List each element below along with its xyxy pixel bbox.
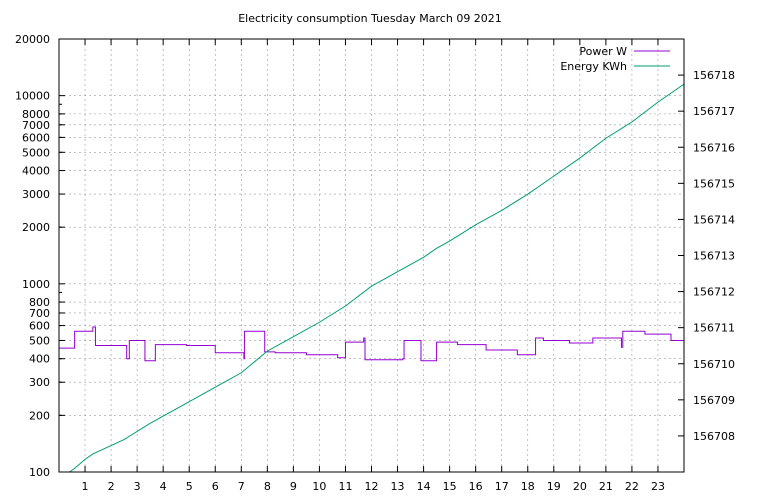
- chart-title: Electricity consumption Tuesday March 09…: [238, 12, 502, 25]
- y-left-tick-label: 4000: [22, 165, 50, 178]
- x-tick-label: 18: [521, 480, 535, 493]
- plot-area: [59, 83, 685, 473]
- x-tick-label: 1: [82, 480, 89, 493]
- y-right-tick-label: 156713: [693, 250, 735, 263]
- y-right-tick-label: 156717: [693, 105, 735, 118]
- y-right-tick-label: 156715: [693, 177, 735, 190]
- y-left-tick-label: 600: [29, 320, 50, 333]
- x-tick-label: 17: [495, 480, 509, 493]
- x-tick-label: 4: [160, 480, 167, 493]
- y-left-tick-label: 20000: [15, 33, 50, 46]
- x-tick-label: 5: [186, 480, 193, 493]
- x-tick-label: 6: [212, 480, 219, 493]
- y-left-tick-label: 2000: [22, 221, 50, 234]
- y-left-tick-label: 8000: [22, 108, 50, 121]
- axes: 1 2 3 4 5 6 7 8 9 10 11 12 13 14 15 16 17 18 19 20 21 22 23100…: [15, 33, 735, 493]
- x-tick-label: 2: [108, 480, 115, 493]
- x-tick-label: 9: [290, 480, 297, 493]
- x-tick-label: 13: [391, 480, 405, 493]
- y-left-tick-label: 6000: [22, 131, 50, 144]
- y-left-tick-label: 5000: [22, 146, 50, 159]
- x-tick-label: 11: [338, 480, 352, 493]
- y-left-tick-label: 10000: [15, 90, 50, 103]
- x-tick-label: 12: [365, 480, 379, 493]
- x-tick-label: 22: [625, 480, 639, 493]
- x-tick-label: 23: [651, 480, 665, 493]
- y-left-tick-label: 1000: [22, 278, 50, 291]
- legend-label: Power W: [579, 45, 627, 58]
- y-left-tick-label: 100: [29, 466, 50, 479]
- y-left-tick-label: 400: [29, 353, 50, 366]
- y-left-tick-label: 300: [29, 376, 50, 389]
- y-left-tick-label: 200: [29, 409, 50, 422]
- x-tick-label: 10: [312, 480, 326, 493]
- energy-series-line: [69, 83, 685, 473]
- x-tick-label: 15: [443, 480, 457, 493]
- x-tick-label: 8: [264, 480, 271, 493]
- y-right-tick-label: 156716: [693, 141, 735, 154]
- y-left-tick-label: 3000: [22, 188, 50, 201]
- y-right-tick-label: 156714: [693, 213, 735, 226]
- y-right-tick-label: 156710: [693, 358, 735, 371]
- y-left-tick-label: 700: [29, 307, 50, 320]
- legend-label: Energy KWh: [560, 60, 627, 73]
- y-right-tick-label: 156711: [693, 322, 735, 335]
- plot-border: [58, 38, 685, 473]
- x-tick-label: 14: [417, 480, 431, 493]
- x-tick-label: 7: [238, 480, 245, 493]
- x-tick-label: 16: [469, 480, 483, 493]
- y-right-tick-label: 156708: [693, 430, 735, 443]
- y-right-tick-label: 156712: [693, 286, 735, 299]
- legend: Power W Energy KWh: [560, 45, 670, 73]
- y-left-tick-label: 7000: [22, 119, 50, 132]
- x-tick-label: 20: [573, 480, 587, 493]
- grid: [59, 38, 684, 473]
- power-series-line: [59, 326, 684, 362]
- y-right-tick-label: 156709: [693, 394, 735, 407]
- y-left-tick-label: 500: [29, 334, 50, 347]
- y-left-tick-label: 800: [29, 296, 50, 309]
- y-right-tick-label: 156718: [693, 69, 735, 82]
- x-tick-label: 19: [547, 480, 561, 493]
- x-tick-label: 3: [134, 480, 141, 493]
- x-tick-label: 21: [599, 480, 613, 493]
